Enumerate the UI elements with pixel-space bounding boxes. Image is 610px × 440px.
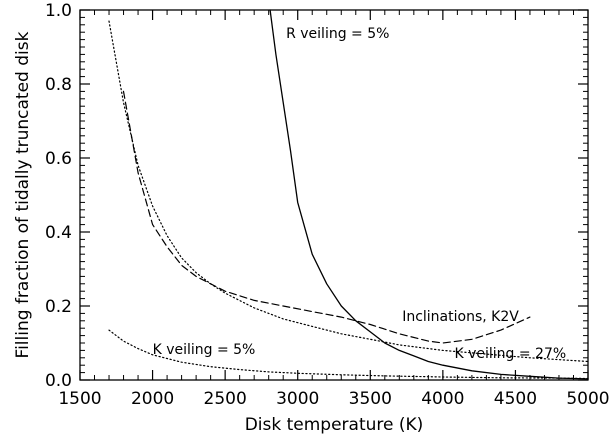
series-layer (108, 9, 589, 380)
x-tick-label: 3000 (276, 389, 319, 409)
y-tick-label: 0.8 (45, 75, 72, 95)
x-tick-label: 4000 (421, 389, 464, 409)
series-line-k-veiling-5 (108, 329, 589, 380)
series-annotation: R veiling = 5% (286, 26, 389, 42)
plot-frame (79, 9, 589, 381)
series-annotation: Inclinations, K2V (402, 309, 519, 325)
labels-layer: 1500 2000 2500 3000 3500 4000 4500 5000 0.0 0.2 0.… (45, 1, 610, 409)
x-tick-label: 2500 (204, 389, 247, 409)
x-tick-label: 1500 (58, 389, 101, 409)
x-tick-label: 3500 (349, 389, 392, 409)
series-line-inclinations-k2v (122, 90, 531, 344)
series-annotation: K veiling = 5% (153, 342, 256, 358)
y-axis-title: Filling fraction of tidally truncated di… (13, 31, 33, 358)
y-tick-label: 0.4 (45, 223, 72, 243)
x-tick-label: 2000 (131, 389, 174, 409)
y-tick-label: 0.0 (45, 371, 72, 391)
y-tick-label: 0.2 (45, 297, 72, 317)
series-annotation: K veiling = 27% (454, 346, 566, 362)
x-axis-title: Disk temperature (K) (245, 415, 424, 435)
x-tick-label: 4500 (494, 389, 537, 409)
series-line-k-veiling-27 (108, 20, 589, 363)
y-tick-label: 0.6 (45, 149, 72, 169)
series-line-r-veiling-5 (269, 9, 589, 380)
x-tick-label: 5000 (566, 389, 609, 409)
y-tick-label: 1.0 (45, 1, 72, 21)
